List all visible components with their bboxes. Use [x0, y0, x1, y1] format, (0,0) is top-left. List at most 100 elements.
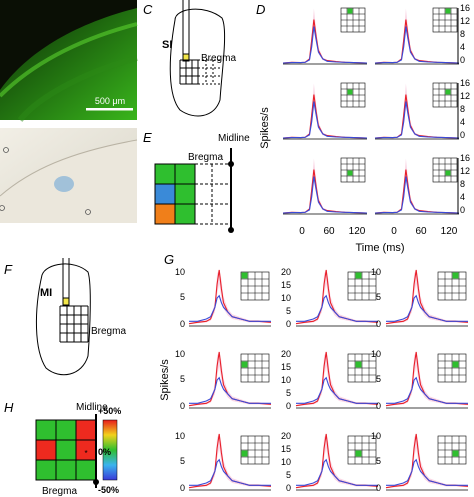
d-ytick: 8 — [460, 104, 465, 114]
d-ytick: 4 — [460, 42, 465, 52]
grid-cell — [75, 419, 97, 441]
d-ytick: 0 — [460, 130, 465, 140]
bregma-label-c: Bregma — [201, 53, 236, 64]
grid-cell — [75, 459, 97, 481]
bregma-label-f: Bregma — [91, 326, 126, 337]
psth-subplot — [374, 7, 460, 65]
region-label-mi: MI — [40, 287, 52, 299]
panel-label-c: C — [143, 2, 153, 17]
stimulus-inset — [437, 435, 467, 465]
g-ytick: 10 — [371, 349, 381, 359]
series-line-blue — [282, 176, 368, 214]
psth-grid-g — [188, 269, 469, 491]
psth-grid-d — [282, 7, 460, 215]
grid-cell — [55, 439, 77, 461]
g-ytick: 0 — [180, 483, 185, 493]
brain-diagram-c — [169, 0, 226, 117]
g-ytick: 0 — [180, 319, 185, 329]
midline-label-e: Midline — [218, 133, 250, 144]
series-line-blue — [189, 294, 271, 322]
stimulus-inset — [340, 82, 366, 108]
stimulated-cell — [452, 361, 459, 368]
d-right-axis: 16 12 8 4 0 16 12 8 4 0 16 12 8 4 0 — [457, 3, 470, 215]
series-line-blue — [374, 101, 460, 139]
stimulated-cell — [445, 170, 451, 176]
colorbar-min: -50% — [98, 485, 119, 495]
series-line-blue — [374, 176, 460, 214]
series-line-blue — [386, 458, 468, 486]
g-ytick: 10 — [281, 375, 291, 385]
stimulated-cell — [241, 361, 248, 368]
psth-subplot — [295, 351, 379, 409]
psth-subplot — [282, 82, 368, 140]
g-ytick: 10 — [281, 457, 291, 467]
d-ytick: 12 — [460, 166, 470, 176]
sem-band — [386, 270, 468, 325]
series-line-blue — [296, 458, 378, 486]
grid-cell — [55, 419, 77, 441]
psth-subplot — [295, 269, 379, 327]
bregma-label-h: Bregma — [42, 486, 77, 497]
colorbar-mid: 0% — [98, 447, 111, 457]
psth-subplot — [374, 157, 460, 215]
series-line-blue — [189, 376, 271, 404]
colorbar — [102, 419, 118, 481]
d-xtick: 120 — [441, 226, 458, 237]
stimulated-cell — [241, 272, 248, 279]
d-ytick: 8 — [460, 29, 465, 39]
series-line-blue — [386, 294, 468, 322]
dye-spot — [54, 176, 74, 192]
d-xtick: 60 — [415, 226, 427, 237]
stimulated-cell — [452, 450, 459, 457]
g-ytick: 10 — [175, 431, 185, 441]
g-ytick: 10 — [371, 267, 381, 277]
grid-cell — [35, 459, 57, 481]
psth-subplot — [385, 269, 469, 327]
g-ylabel: Spikes/s — [159, 359, 171, 401]
series-line-blue — [386, 376, 468, 404]
d-xlabel: Time (ms) — [355, 242, 404, 254]
d-xtick: 0 — [391, 226, 397, 237]
d-ytick: 0 — [460, 205, 465, 215]
g-ytick: 10 — [371, 431, 381, 441]
stimulus-inset — [432, 157, 458, 183]
psth-subplot — [188, 269, 272, 327]
stimulus-inset — [347, 353, 377, 383]
d-ytick: 16 — [460, 3, 470, 13]
series-line-blue — [374, 26, 460, 64]
psth-subplot — [385, 351, 469, 409]
midline-label-h: Midline — [76, 402, 108, 413]
g-ytick: 20 — [281, 431, 291, 441]
svg-text:*: * — [84, 449, 87, 458]
d-ylabel: Spikes/s — [259, 107, 271, 149]
grid-cell — [35, 439, 57, 461]
series-line-blue — [296, 294, 378, 322]
sem-band — [189, 352, 271, 407]
sem-band — [189, 270, 271, 325]
stimulus-inset — [240, 435, 270, 465]
d-x-axis: 0 60 120 0 60 120 Time (ms) — [299, 226, 458, 254]
g-ytick: 5 — [180, 456, 185, 466]
g-ytick: 0 — [376, 319, 381, 329]
g-ytick: 5 — [376, 292, 381, 302]
psth-subplot — [188, 433, 272, 491]
g-ytick: 0 — [180, 401, 185, 411]
psth-subplot — [374, 82, 460, 140]
stimulus-inset — [347, 435, 377, 465]
psth-subplot — [295, 433, 379, 491]
stimulated-cell — [347, 8, 353, 14]
stimulus-inset — [340, 7, 366, 33]
grid-cell — [35, 419, 57, 441]
g-ytick: 20 — [281, 267, 291, 277]
g-ytick: 5 — [180, 374, 185, 384]
series-line-blue — [282, 101, 368, 139]
stimulus-inset — [340, 157, 366, 183]
stimulated-cell — [347, 89, 353, 95]
d-ytick: 16 — [460, 153, 470, 163]
stimulus-inset — [240, 271, 270, 301]
d-ytick: 4 — [460, 117, 465, 127]
series-line-blue — [282, 26, 368, 64]
stimulated-cell — [241, 450, 248, 457]
sem-band — [386, 352, 468, 407]
micrograph-fluorescence: 500 μm — [0, 0, 138, 122]
